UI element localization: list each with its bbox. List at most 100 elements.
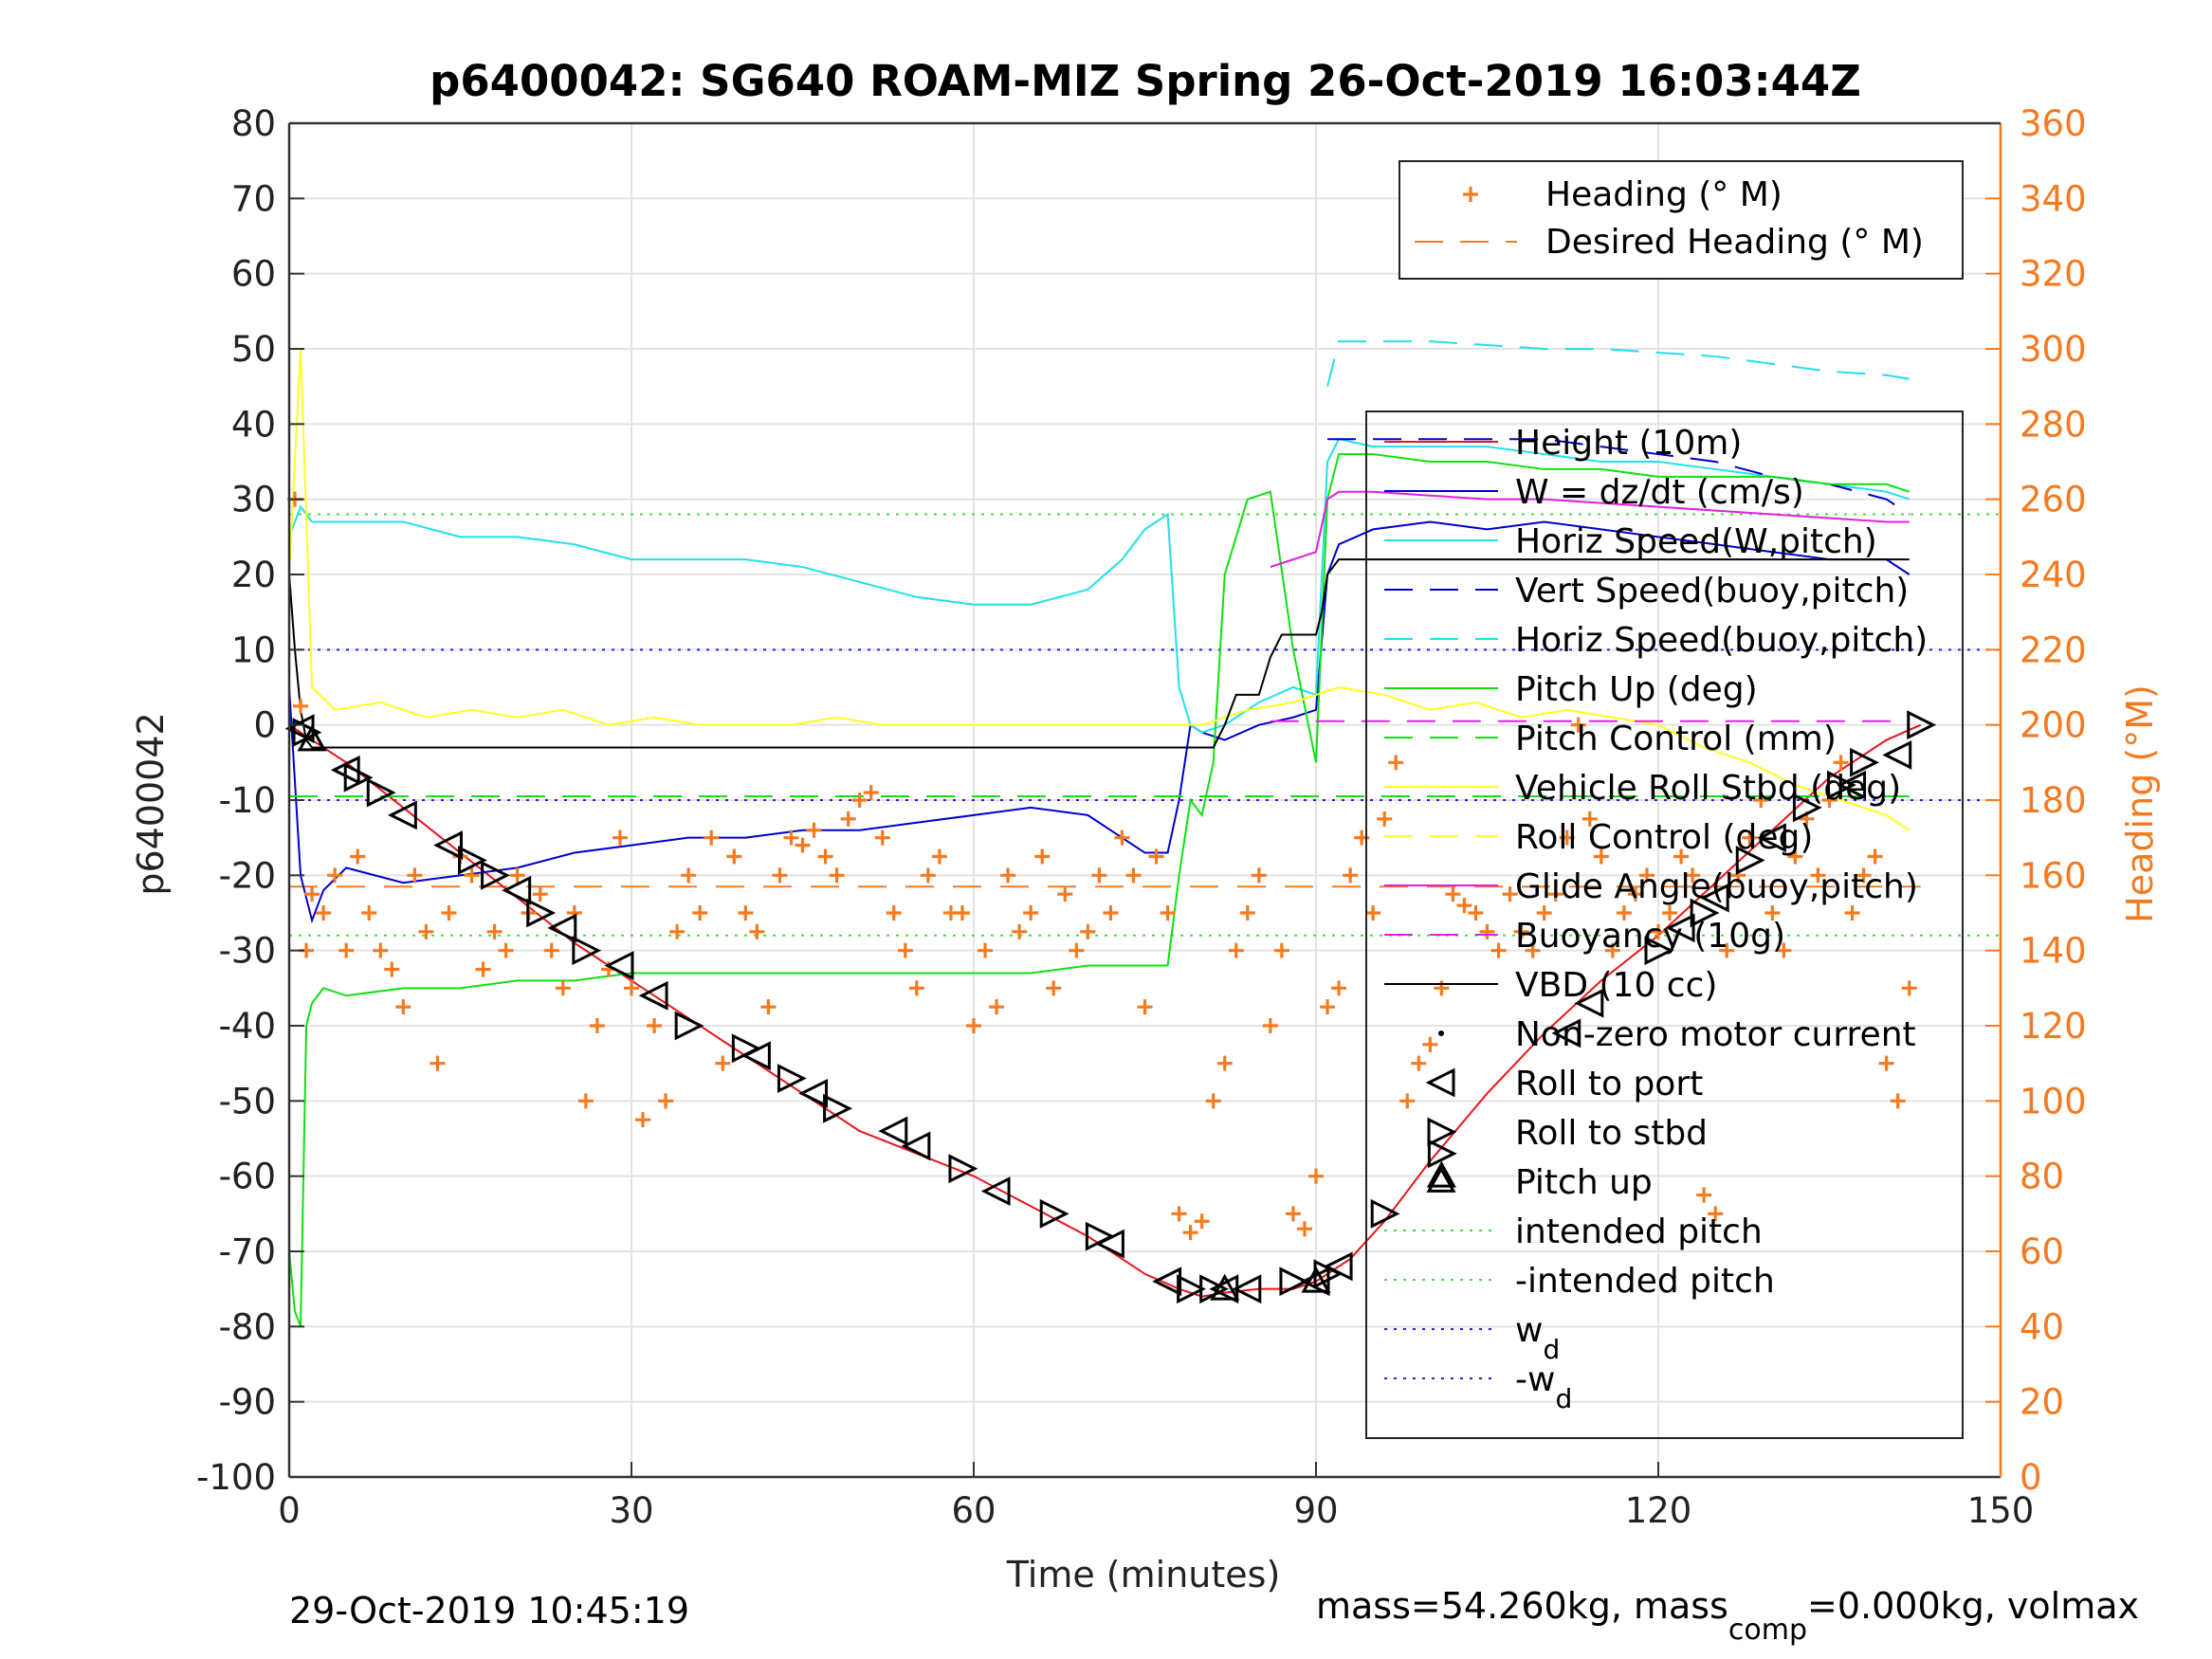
legend-label: Roll Control (deg) <box>1515 818 1813 857</box>
heading-point <box>1764 905 1781 921</box>
heading-point <box>1057 886 1073 902</box>
heading-point <box>418 923 434 939</box>
roll-to-stbd-marker <box>1085 1221 1115 1251</box>
y-tick-label-right: 300 <box>2020 329 2087 370</box>
heading-point <box>1856 867 1872 884</box>
x-tick-label: 90 <box>1293 1490 1338 1531</box>
y-tick-label-right: 240 <box>2020 555 2087 595</box>
plot-area <box>284 340 2001 1327</box>
y-tick-label-right: 120 <box>2020 1006 2087 1047</box>
y-tick-label-left: 40 <box>231 404 276 445</box>
legend-label: Pitch up <box>1515 1163 1653 1202</box>
heading-point <box>920 867 936 884</box>
heading-point <box>749 923 765 939</box>
y-tick-label-left: -20 <box>219 855 276 896</box>
heading-point <box>1069 942 1085 958</box>
heading-point <box>715 1055 731 1071</box>
heading-point <box>681 867 697 884</box>
heading-point <box>498 942 514 958</box>
roll-to-stbd-marker <box>1827 770 1856 800</box>
y-tick-label-right: 0 <box>2020 1457 2042 1498</box>
x-tick-label: 120 <box>1625 1490 1692 1531</box>
heading-point <box>1490 942 1507 958</box>
heading-point <box>669 923 686 939</box>
heading-point <box>373 942 389 958</box>
heading-point <box>1776 942 1792 958</box>
series-line <box>288 348 1910 831</box>
heading-point <box>1160 905 1176 921</box>
heading-point <box>954 905 970 921</box>
legend-pitchup-symbol <box>1426 1165 1456 1193</box>
roll-to-stbd-marker <box>1792 793 1822 823</box>
heading-point <box>817 848 833 865</box>
heading-point <box>1627 886 1643 902</box>
axes: 0 30 60 90 120 15080706050403020100-10-20-30-… <box>196 103 2087 1531</box>
heading-point <box>327 867 343 884</box>
y-tick-label-right: 280 <box>2020 404 2087 445</box>
legend-label-sub: d <box>1543 1334 1560 1365</box>
roll-to-port-marker <box>1232 1274 1262 1304</box>
heading-point <box>1662 905 1678 921</box>
heading-point <box>1377 811 1393 827</box>
heading-point <box>795 837 811 853</box>
series-line <box>1327 438 1910 516</box>
legend-stbd-symbol <box>1427 1117 1457 1147</box>
roll-to-port-marker <box>798 1078 829 1108</box>
heading-point <box>464 867 480 884</box>
heading-point <box>1547 886 1563 902</box>
heading-point <box>1604 942 1620 958</box>
heading-point <box>293 698 309 714</box>
heading-point <box>1012 923 1028 939</box>
roll-to-stbd-marker <box>1279 1267 1309 1297</box>
y-tick-label-left: -60 <box>219 1157 276 1197</box>
heading-point <box>1685 867 1701 884</box>
heading-point <box>978 942 994 958</box>
y-tick-label-left: 10 <box>231 629 276 670</box>
y-tick-label-left: 0 <box>253 705 276 746</box>
heading-point <box>1182 1225 1198 1241</box>
roll-to-stbd-marker <box>1039 1198 1069 1229</box>
y-tick-label-left: -30 <box>219 931 276 972</box>
heading-point <box>1023 905 1039 921</box>
legend-label: intended pitch <box>1515 1212 1763 1251</box>
heading-point <box>1194 1213 1210 1230</box>
heading-point <box>1616 905 1632 921</box>
legend-heading-symbol <box>1463 187 1478 202</box>
heading-point <box>407 867 423 884</box>
heading-point <box>1559 830 1575 846</box>
heading-point <box>1046 980 1062 996</box>
legend-label: Height (10m) <box>1515 424 1742 463</box>
y-tick-label-left: -50 <box>219 1081 276 1121</box>
series-line <box>1270 490 1910 569</box>
roll-to-port-marker <box>638 980 668 1011</box>
heading-point <box>783 830 799 846</box>
heading-point <box>635 1112 651 1128</box>
heading-point <box>760 999 777 1015</box>
legend-label: Vehicle Roll Stbd (deg) <box>1515 769 1901 808</box>
x-tick-label: 60 <box>951 1490 996 1531</box>
heading-point <box>395 999 411 1015</box>
heading-point <box>1148 848 1164 865</box>
roll-to-port-marker <box>502 875 532 905</box>
heading-point <box>851 793 868 808</box>
y-tick-label-right: 180 <box>2020 780 2087 821</box>
heading-point <box>704 830 720 846</box>
y-tick-label-left: 60 <box>231 254 276 295</box>
heading-point <box>1091 867 1107 884</box>
pitch-up-marker <box>297 724 327 752</box>
y-tick-label-right: 340 <box>2020 178 2087 219</box>
heading-point <box>555 980 571 996</box>
y-tick-label-left: -70 <box>219 1231 276 1272</box>
chart-title: p6400042: SG640 ROAM-MIZ Spring 26-Oct-2… <box>430 56 1861 106</box>
legend-label: -intended pitch <box>1515 1262 1775 1301</box>
roll-to-port-marker <box>604 951 634 980</box>
heading-point <box>829 867 845 884</box>
heading-point <box>1273 942 1289 958</box>
y-tick-label-left: -10 <box>219 780 276 821</box>
legend-dot-symbol <box>1438 1030 1444 1036</box>
roll-to-stbd-marker <box>1850 747 1879 777</box>
y-tick-label-left: 70 <box>231 178 276 219</box>
heading-point <box>1651 923 1666 939</box>
legend-label: Roll to stbd <box>1515 1114 1708 1153</box>
heading-point <box>509 867 525 884</box>
